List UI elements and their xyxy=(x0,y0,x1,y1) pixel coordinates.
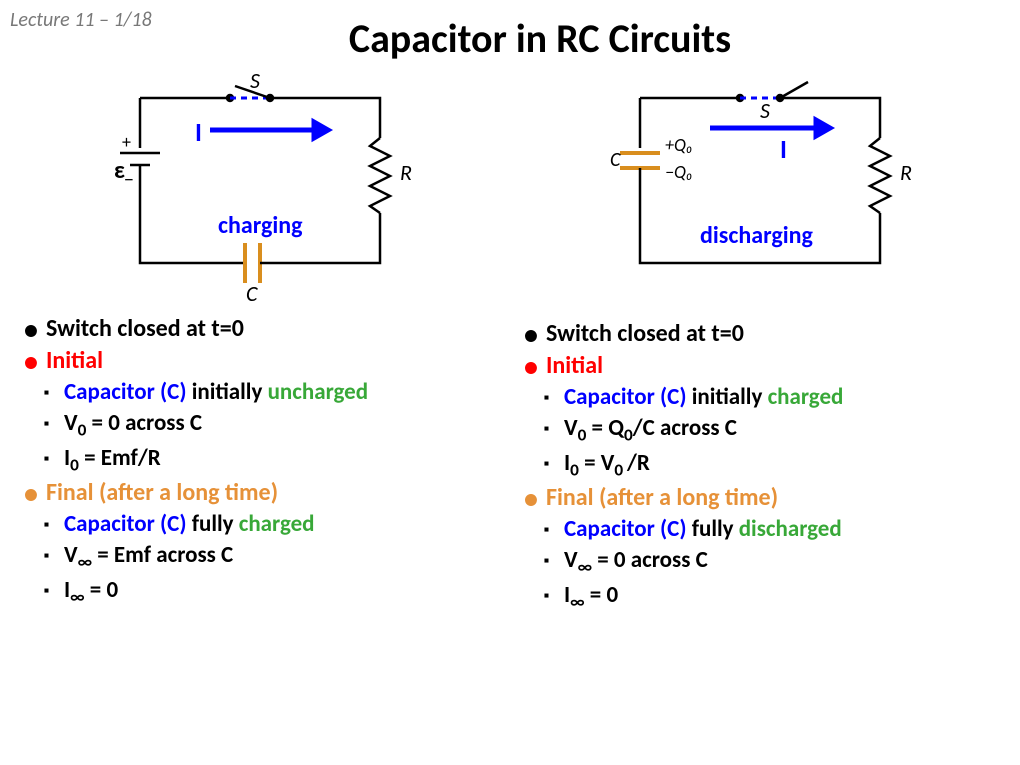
bullet-l1: Switch closed at t=0 xyxy=(546,319,1002,348)
plus-label: + xyxy=(122,131,131,153)
discharging-diagram-wrap: S I C +Q₀ −Q₀ R discharging xyxy=(518,63,1002,301)
bullet-l1: Initial xyxy=(46,346,502,375)
q-bot: −Q₀ xyxy=(665,161,693,183)
capacitor-label: C xyxy=(610,148,621,172)
bullet-l2: V∞ = Emf across C xyxy=(64,541,502,573)
bullet-l1: Final (after a long time) xyxy=(46,478,502,507)
resistor-label: R xyxy=(900,159,912,186)
bullet-l2: V0 = 0 across C xyxy=(64,409,502,441)
bullet-l2: I∞ = 0 xyxy=(64,576,502,608)
left-bullets: Switch closed at t=0 Initial Capacitor (C)… xyxy=(18,314,502,607)
bullet-l2: I0 = Emf/R xyxy=(64,444,502,476)
bullet-l2: Capacitor (C) initially uncharged xyxy=(64,378,502,406)
mode-label: charging xyxy=(218,211,303,240)
lecture-tag: Lecture 11 – 1/18 xyxy=(10,8,152,32)
discharging-circuit-diagram: S I C +Q₀ −Q₀ R discharging xyxy=(580,68,940,293)
left-column: S I ε + − R C charging Switch closed at … xyxy=(10,63,510,615)
content-columns: S I ε + − R C charging Switch closed at … xyxy=(0,63,1020,615)
bullet-l1: Initial xyxy=(546,351,1002,380)
bullet-l1: Final (after a long time) xyxy=(546,483,1002,512)
bullet-l2: Capacitor (C) fully charged xyxy=(64,510,502,538)
bullet-l2: Capacitor (C) initially charged xyxy=(564,383,1002,411)
charging-circuit-diagram: S I ε + − R C charging xyxy=(80,68,440,303)
switch-label: S xyxy=(250,68,260,94)
bullet-l2: V0 = Q0/C across C xyxy=(564,414,1002,446)
switch-label: S xyxy=(760,97,770,124)
right-column: S I C +Q₀ −Q₀ R discharging Switch close… xyxy=(510,63,1010,615)
bullet-l2: Capacitor (C) fully discharged xyxy=(564,515,1002,543)
bullet-l2: I∞ = 0 xyxy=(564,581,1002,613)
bullet-l2: V∞ = 0 across C xyxy=(564,546,1002,578)
resistor-label: R xyxy=(400,159,412,186)
charging-diagram-wrap: S I ε + − R C charging xyxy=(18,63,502,311)
capacitor-label: C xyxy=(246,280,258,303)
right-bullets: Switch closed at t=0 Initial Capacitor (C)… xyxy=(518,319,1002,612)
current-label: I xyxy=(780,133,787,165)
mode-label: discharging xyxy=(700,221,814,250)
page-title: Capacitor in RC Circuits xyxy=(0,0,1020,63)
current-label: I xyxy=(195,116,202,148)
bullet-l2: I0 = V0 /R xyxy=(564,449,1002,481)
bullet-l1: Switch closed at t=0 xyxy=(46,314,502,343)
q-top: +Q₀ xyxy=(665,134,693,156)
minus-label: − xyxy=(124,168,134,192)
